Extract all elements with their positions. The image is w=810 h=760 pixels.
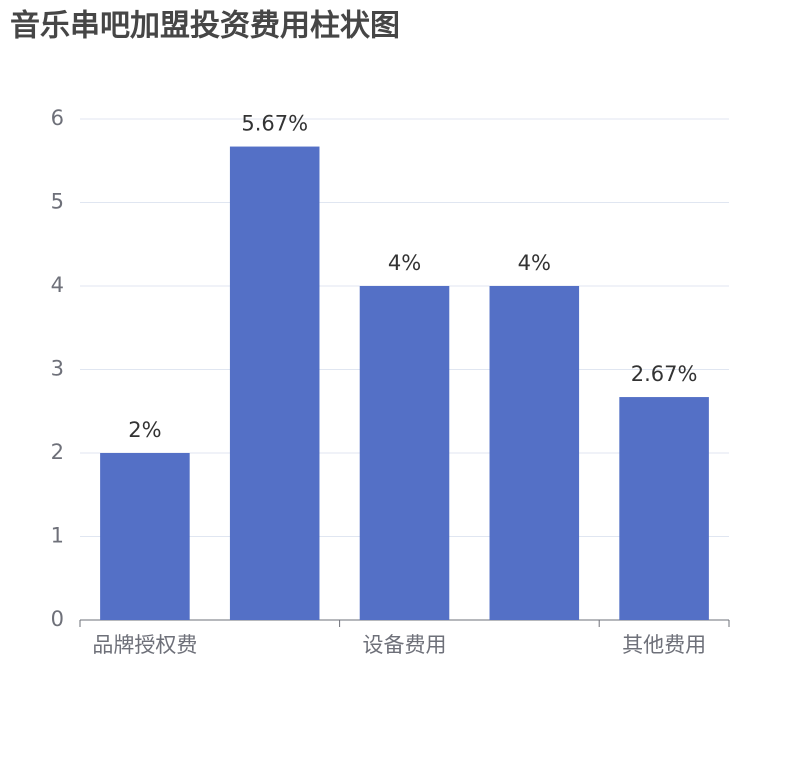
bar <box>359 286 450 620</box>
value-label: 4% <box>518 251 551 275</box>
value-label: 2% <box>128 418 161 442</box>
chart-title: 音乐串吧加盟投资费用柱状图 <box>10 9 400 44</box>
y-tick-label: 2 <box>51 440 64 464</box>
y-tick-label: 4 <box>51 273 64 297</box>
value-label: 5.67% <box>241 112 308 136</box>
bar <box>489 286 580 620</box>
value-label: 2.67% <box>631 362 698 386</box>
y-tick-label: 0 <box>51 607 64 631</box>
bar <box>100 453 190 620</box>
y-tick-label: 6 <box>51 106 64 130</box>
bar <box>619 397 709 620</box>
y-tick-label: 1 <box>51 524 64 548</box>
x-tick-label: 设备费用 <box>363 633 447 657</box>
y-tick-label: 5 <box>51 190 64 214</box>
bar <box>229 146 320 620</box>
value-label: 4% <box>388 251 421 275</box>
y-tick-label: 3 <box>51 357 64 381</box>
x-tick-label: 品牌授权费 <box>92 633 197 657</box>
x-tick-label: 其他费用 <box>622 633 706 657</box>
